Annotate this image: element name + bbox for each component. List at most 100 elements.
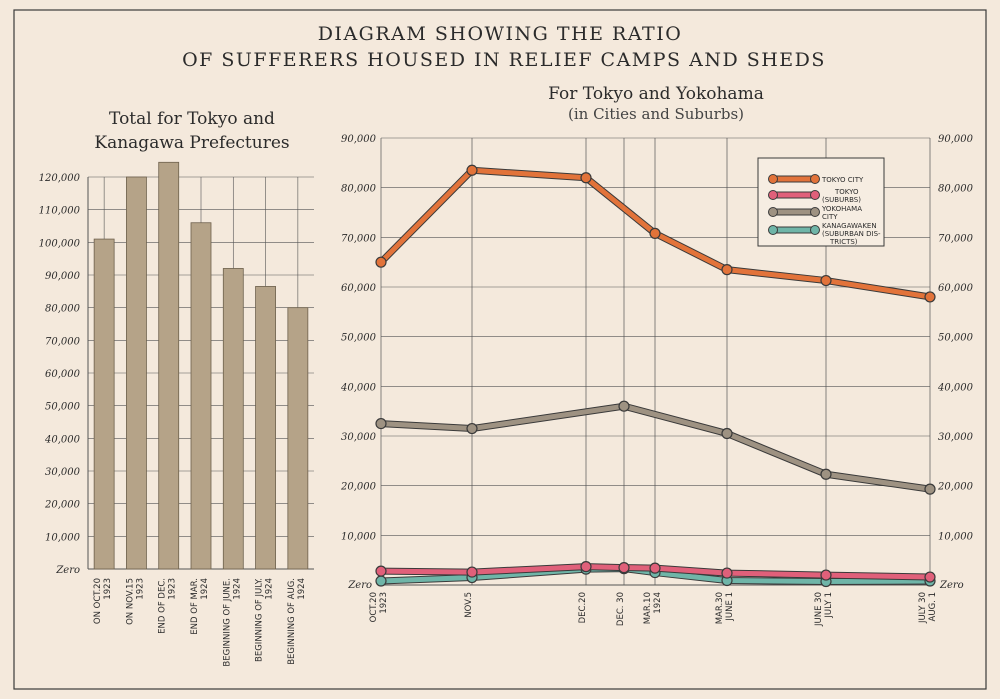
line-x-tick-label: JULY 1 <box>824 592 834 619</box>
bar-y-tick-label: 110,000 <box>39 206 81 217</box>
figure-border <box>13 9 987 690</box>
line-x-tick-label: 1923 <box>379 592 389 614</box>
line-y-tick-label-left: 80,000 <box>341 184 377 195</box>
legend-swatch-dot-kanagawaken <box>768 225 778 235</box>
line-x-tick-label: MAR.10 <box>643 592 653 624</box>
legend-label-yokohama-line1: YOKOHAMA <box>821 205 862 213</box>
series-point-tokyo-suburbs <box>721 567 733 579</box>
bar-chart-bars <box>93 161 309 570</box>
line-x-tick-label: JUNE 30 <box>814 592 824 627</box>
bar-y-tick-label: 30,000 <box>45 467 81 478</box>
line-y-tick-label-left: 40,000 <box>340 382 377 393</box>
line-x-tick-label: DEC. 30 <box>616 592 626 626</box>
series-point-tokyo-suburbs <box>580 561 592 573</box>
bar-y-tick-label: 90,000 <box>45 271 81 282</box>
bar-y-tick-label: 120,000 <box>39 173 81 184</box>
legend-swatch-dot-tokyo-city <box>810 174 820 184</box>
series-point-yokohama-city <box>375 417 387 430</box>
bar-x-tick-label: END OF DEC. <box>158 578 168 634</box>
bar-x-tick-label: 1924 <box>297 578 307 600</box>
bar-y-tick-label: 100,000 <box>39 238 81 249</box>
line-y-tick-label-left: 20,000 <box>340 482 377 493</box>
line-y-tick-label-right: 60,000 <box>938 283 974 294</box>
line-chart-zero-label-left: Zero <box>347 580 372 591</box>
bar-chart-y-ticks: 10,000 20,000 30,000 40,000 50,000 60,000 70,0… <box>39 173 81 543</box>
bar-x-tick-label: END OF MAR. <box>190 578 200 635</box>
line-x-tick-label: OCT.20 <box>369 592 379 622</box>
line-y-tick-label-left: 30,000 <box>341 432 377 443</box>
bar <box>222 268 244 570</box>
figure-title-line1: DIAGRAM SHOWING THE RATIO <box>318 23 683 45</box>
legend-label-kanagawaken-line2: (SUBURBAN DIS- <box>822 230 881 238</box>
bar-x-tick-label: ON NOV.15 <box>125 578 135 625</box>
bar-y-tick-label: 70,000 <box>45 336 81 347</box>
bar-x-tick-label: 1923 <box>135 578 145 600</box>
bar-x-tick-label: ON OCT.20 <box>93 578 103 624</box>
line-x-tick-label: 1924 <box>653 592 663 614</box>
bar-chart-title-line2: Kanagawa Prefectures <box>94 133 289 153</box>
figure-title-line2: OF SUFFERERS HOUSED IN RELIEF CAMPS AND … <box>182 49 826 71</box>
line-x-tick-label: JUNE 1 <box>725 592 735 622</box>
bar <box>287 307 309 570</box>
series-point-tokyo-city <box>649 227 661 239</box>
line-y-tick-label-right: 80,000 <box>938 184 974 195</box>
legend-swatch-dot-tokyo-city <box>768 174 778 184</box>
line-y-tick-label-right: 40,000 <box>937 382 974 393</box>
line-chart-title: For Tokyo and Yokohama <box>548 84 764 104</box>
legend-label-kanagawaken-line3: TRICTS) <box>829 238 858 246</box>
legend-label-tokyo-suburbs-line1: TOKYO <box>834 188 859 196</box>
line-x-tick-label: DEC.20 <box>578 592 588 623</box>
legend-swatch-dot-tokyo-suburbs <box>768 190 778 200</box>
line-chart-y-ticks: 10,000 10,000 20,000 20,000 30,000 30,000 40,0… <box>340 134 974 542</box>
series-point-tokyo-suburbs <box>820 569 832 581</box>
line-y-tick-label-right: 20,000 <box>937 482 974 493</box>
bar <box>190 222 212 570</box>
series-point-yokohama-city <box>924 483 936 495</box>
bar-y-tick-label: 10,000 <box>45 532 81 543</box>
series-point-tokyo-suburbs <box>618 562 630 574</box>
legend-swatches <box>768 174 820 235</box>
bar-x-tick-label: 1924 <box>200 578 210 600</box>
line-chart-x-labels: OCT.20 1923 NOV.5 DEC.20 DEC. 30 MAR.10 1924 MA… <box>369 592 938 627</box>
line-y-tick-label-left: 50,000 <box>341 333 377 344</box>
series-point-yokohama-city <box>721 427 733 440</box>
bar-chart-zero-label: Zero <box>55 565 80 576</box>
bar-x-tick-label: BEGINNING OF JUNE. <box>222 578 232 667</box>
line-y-tick-label-right: 10,000 <box>938 531 974 542</box>
legend-swatch-dot-tokyo-suburbs <box>810 190 820 200</box>
series-point-tokyo-city <box>924 291 936 303</box>
series-point-yokohama-city <box>466 422 478 435</box>
series-line-yokohama-city <box>380 403 931 492</box>
line-y-tick-label-right: 30,000 <box>938 432 974 443</box>
line-chart-zero-label-right: Zero <box>939 580 964 591</box>
line-x-tick-label: AUG. 1 <box>928 592 938 621</box>
bar-x-tick-label: 1923 <box>168 578 178 600</box>
legend-label-kanagawaken-line1: KANAGAWAKEN <box>822 222 877 230</box>
series-point-tokyo-city <box>466 164 478 176</box>
line-chart-legend: TOKYO CITY TOKYO (SUBURBS) YOKOHAMA CITY… <box>757 157 885 247</box>
bar-y-tick-label: 60,000 <box>45 369 81 380</box>
legend-label-tokyo-suburbs-line2: (SUBURBS) <box>822 196 861 204</box>
line-y-tick-label-right: 50,000 <box>938 333 974 344</box>
bar-x-tick-label: 1924 <box>265 578 275 600</box>
legend-swatch-dot-yokohama-city <box>768 207 778 217</box>
bar-chart-title-line1: Total for Tokyo and <box>109 109 275 129</box>
bar-y-tick-label: 50,000 <box>45 402 81 413</box>
legend-label-yokohama-line2: CITY <box>822 213 838 221</box>
series-point-kanagawaken <box>375 575 387 587</box>
bar-chart: Total for Tokyo and Kanagawa Prefectures… <box>39 109 314 667</box>
line-x-tick-label: NOV.5 <box>464 592 474 618</box>
line-chart-subtitle: (in Cities and Suburbs) <box>568 105 744 123</box>
series-line-tokyo-suburbs <box>380 564 931 580</box>
series-point-tokyo-suburbs <box>466 566 478 578</box>
legend-label-tokyo-city: TOKYO CITY <box>821 176 864 184</box>
line-y-tick-label-left: 60,000 <box>341 283 377 294</box>
legend-swatch-dot-yokohama-city <box>810 207 820 217</box>
line-chart: For Tokyo and Yokohama (in Cities and Su… <box>340 84 974 627</box>
bar-chart-x-labels: ON OCT.20 1923 ON NOV.15 1923 END OF DEC. 192… <box>93 578 307 667</box>
series-point-tokyo-suburbs <box>924 571 936 583</box>
bar <box>158 161 180 570</box>
bar-x-tick-label: 1924 <box>232 578 242 600</box>
series-point-tokyo-suburbs <box>649 562 661 574</box>
